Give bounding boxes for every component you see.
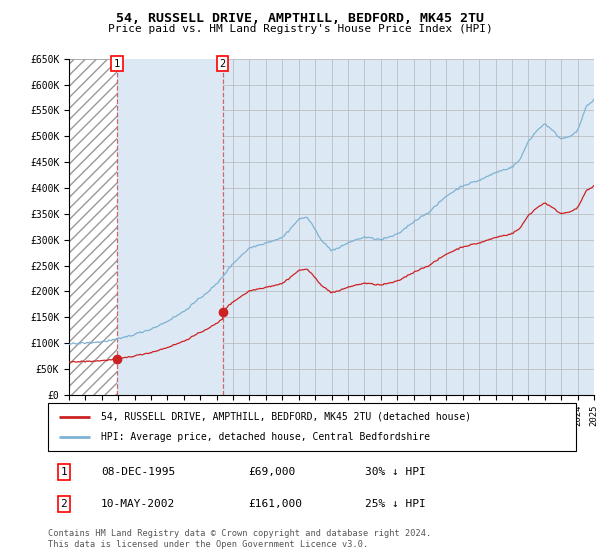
Text: 54, RUSSELL DRIVE, AMPTHILL, BEDFORD, MK45 2TU (detached house): 54, RUSSELL DRIVE, AMPTHILL, BEDFORD, MK… <box>101 412 471 422</box>
Text: 2: 2 <box>220 59 226 69</box>
Text: 25% ↓ HPI: 25% ↓ HPI <box>365 499 425 509</box>
Bar <box>117 59 223 395</box>
Text: 2: 2 <box>61 499 67 509</box>
Text: £69,000: £69,000 <box>248 467 296 477</box>
Text: 1: 1 <box>61 467 67 477</box>
FancyBboxPatch shape <box>48 403 576 451</box>
Text: 54, RUSSELL DRIVE, AMPTHILL, BEDFORD, MK45 2TU: 54, RUSSELL DRIVE, AMPTHILL, BEDFORD, MK… <box>116 12 484 25</box>
Text: HPI: Average price, detached house, Central Bedfordshire: HPI: Average price, detached house, Cent… <box>101 432 430 442</box>
Text: 08-DEC-1995: 08-DEC-1995 <box>101 467 175 477</box>
Text: 1: 1 <box>114 59 120 69</box>
Text: Price paid vs. HM Land Registry's House Price Index (HPI): Price paid vs. HM Land Registry's House … <box>107 24 493 34</box>
Text: £161,000: £161,000 <box>248 499 302 509</box>
Bar <box>69 59 117 395</box>
Text: 30% ↓ HPI: 30% ↓ HPI <box>365 467 425 477</box>
Text: Contains HM Land Registry data © Crown copyright and database right 2024.
This d: Contains HM Land Registry data © Crown c… <box>48 529 431 549</box>
Text: 10-MAY-2002: 10-MAY-2002 <box>101 499 175 509</box>
